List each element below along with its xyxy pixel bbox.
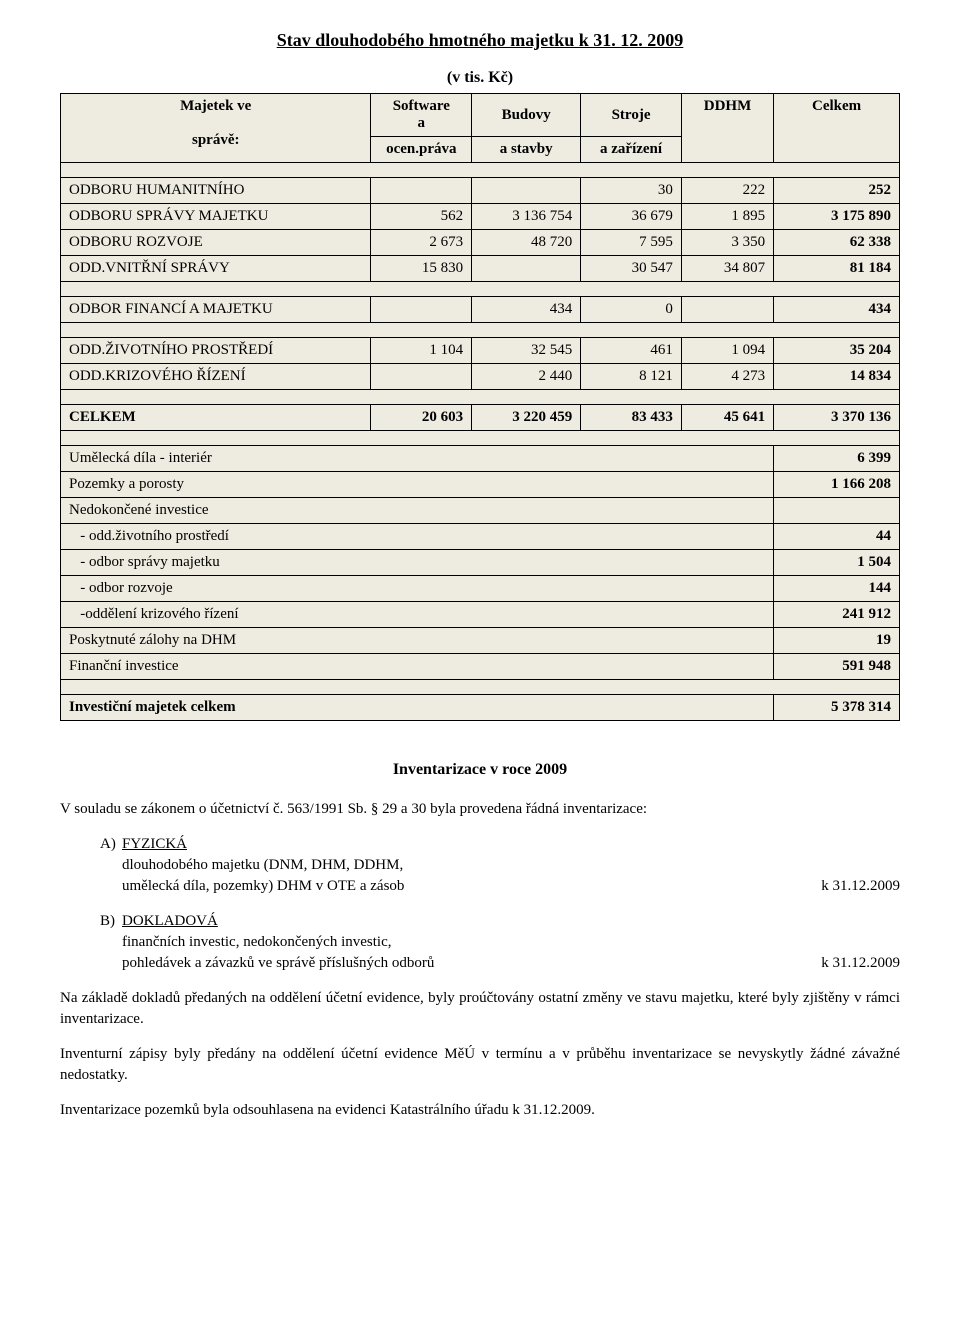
table-cell-total: 434 — [774, 297, 900, 323]
header-col4b: a zařízení — [581, 137, 682, 163]
list-item-a: A)FYZICKÁ dlouhodobého majetku (DNM, DHM… — [60, 834, 900, 897]
table-cell: 7 595 — [581, 230, 682, 256]
table-cell — [472, 178, 581, 204]
assets-table: Majetek ve správě: Software a Budovy Str… — [60, 93, 900, 721]
celkem-c3: 83 433 — [581, 405, 682, 431]
table-cell: 30 547 — [581, 256, 682, 282]
table-row-label: ODBORU HUMANITNÍHO — [61, 178, 371, 204]
table-cell: 0 — [581, 297, 682, 323]
celkem-c5: 3 370 136 — [774, 405, 900, 431]
table-cell-value: 241 912 — [774, 602, 900, 628]
header-col4a: Stroje — [581, 94, 682, 137]
table-row-label: ODD.ŽIVOTNÍHO PROSTŘEDÍ — [61, 338, 371, 364]
table-cell — [371, 178, 472, 204]
list-b-letter: B) — [100, 911, 122, 932]
table-row-label: Pozemky a porosty — [61, 472, 774, 498]
table-cell: 562 — [371, 204, 472, 230]
table-cell-value: 1 504 — [774, 550, 900, 576]
table-row-label: Finanční investice — [61, 654, 774, 680]
list-b-head: DOKLADOVÁ — [122, 913, 218, 929]
list-a-date: k 31.12.2009 — [821, 876, 900, 897]
table-cell: 3 350 — [681, 230, 773, 256]
table-cell-total: 14 834 — [774, 364, 900, 390]
table-row-label: Nedokončené investice — [61, 498, 774, 524]
header-col3a: Budovy — [472, 94, 581, 137]
list-a-line1: dlouhodobého majetku (DNM, DHM, DDHM, — [122, 857, 403, 873]
table-row-label: ODBOR FINANCÍ A MAJETKU — [61, 297, 371, 323]
table-cell-value: 6 399 — [774, 446, 900, 472]
table-cell-value: 44 — [774, 524, 900, 550]
header-col2a: Software — [393, 98, 450, 114]
paragraph-1: V souladu se zákonem o účetnictví č. 563… — [60, 799, 900, 820]
table-cell: 434 — [472, 297, 581, 323]
table-cell-value — [774, 498, 900, 524]
table-row-label: ODD.VNITŘNÍ SPRÁVY — [61, 256, 371, 282]
header-col5: DDHM — [681, 94, 773, 163]
table-cell: 1 895 — [681, 204, 773, 230]
header-col2b: a — [418, 115, 426, 131]
table-cell-total: 252 — [774, 178, 900, 204]
table-cell: 461 — [581, 338, 682, 364]
table-cell-total: 81 184 — [774, 256, 900, 282]
table-cell — [681, 297, 773, 323]
table-cell-value: 591 948 — [774, 654, 900, 680]
invest-total-label: Investiční majetek celkem — [61, 695, 774, 721]
table-cell: 36 679 — [581, 204, 682, 230]
table-row-label: - odd.životního prostředí — [61, 524, 774, 550]
header-col2c: ocen.práva — [371, 137, 472, 163]
table-row-label: - odbor rozvoje — [61, 576, 774, 602]
header-col6: Celkem — [774, 94, 900, 163]
celkem-c1: 20 603 — [371, 405, 472, 431]
celkem-c2: 3 220 459 — [472, 405, 581, 431]
table-cell-value: 19 — [774, 628, 900, 654]
list-item-b: B)DOKLADOVÁ finančních investic, nedokon… — [60, 911, 900, 974]
list-a-line2: umělecká díla, pozemky) DHM v OTE a záso… — [122, 878, 404, 894]
table-cell: 1 094 — [681, 338, 773, 364]
table-cell — [371, 297, 472, 323]
table-cell: 1 104 — [371, 338, 472, 364]
table-cell: 32 545 — [472, 338, 581, 364]
paragraph-2: Na základě dokladů předaných na oddělení… — [60, 988, 900, 1030]
table-cell-total: 35 204 — [774, 338, 900, 364]
table-cell: 15 830 — [371, 256, 472, 282]
table-row-label: Umělecká díla - interiér — [61, 446, 774, 472]
table-cell: 34 807 — [681, 256, 773, 282]
table-row-label: - odbor správy majetku — [61, 550, 774, 576]
table-cell: 30 — [581, 178, 682, 204]
table-cell-total: 62 338 — [774, 230, 900, 256]
table-cell-total: 3 175 890 — [774, 204, 900, 230]
table-cell: 2 440 — [472, 364, 581, 390]
list-a-head: FYZICKÁ — [122, 836, 187, 852]
table-row-label: ODBORU ROZVOJE — [61, 230, 371, 256]
table-cell-value: 1 166 208 — [774, 472, 900, 498]
header-col1b: správě: — [192, 132, 240, 148]
table-cell: 2 673 — [371, 230, 472, 256]
table-cell — [472, 256, 581, 282]
unit-label: (v tis. Kč) — [60, 69, 900, 87]
paragraph-3: Inventurní zápisy byly předány na odděle… — [60, 1044, 900, 1086]
table-cell — [371, 364, 472, 390]
table-cell: 3 136 754 — [472, 204, 581, 230]
list-b-line1: finančních investic, nedokončených inves… — [122, 934, 392, 950]
table-cell: 48 720 — [472, 230, 581, 256]
list-a-letter: A) — [100, 834, 122, 855]
celkem-label: CELKEM — [61, 405, 371, 431]
paragraph-4: Inventarizace pozemků byla odsouhlasena … — [60, 1100, 900, 1121]
table-row-label: -oddělení krizového řízení — [61, 602, 774, 628]
table-row-label: ODBORU SPRÁVY MAJETKU — [61, 204, 371, 230]
invest-total-val: 5 378 314 — [774, 695, 900, 721]
celkem-c4: 45 641 — [681, 405, 773, 431]
inventory-section-title: Inventarizace v roce 2009 — [60, 761, 900, 779]
table-cell-value: 144 — [774, 576, 900, 602]
header-col3b: a stavby — [472, 137, 581, 163]
table-cell: 8 121 — [581, 364, 682, 390]
list-b-line2: pohledávek a závazků ve správě příslušný… — [122, 955, 434, 971]
table-row-label: Poskytnuté zálohy na DHM — [61, 628, 774, 654]
list-b-date: k 31.12.2009 — [821, 953, 900, 974]
page-title: Stav dlouhodobého hmotného majetku k 31.… — [60, 30, 900, 51]
table-cell: 4 273 — [681, 364, 773, 390]
table-row-label: ODD.KRIZOVÉHO ŘÍZENÍ — [61, 364, 371, 390]
header-col1a: Majetek ve — [180, 98, 251, 114]
table-cell: 222 — [681, 178, 773, 204]
